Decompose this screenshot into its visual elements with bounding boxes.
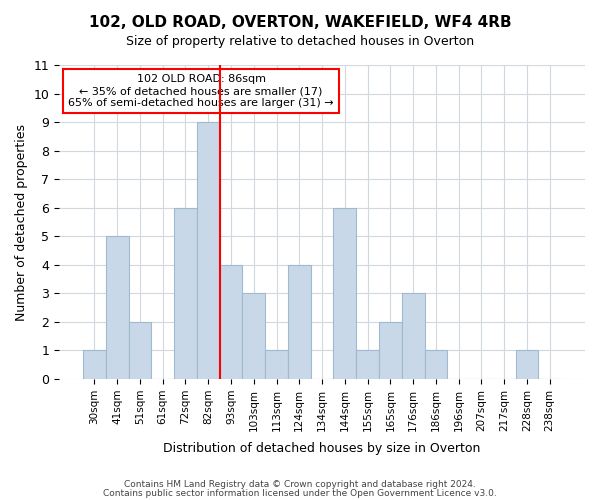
Bar	[242, 294, 265, 379]
Text: Contains HM Land Registry data © Crown copyright and database right 2024.: Contains HM Land Registry data © Crown c…	[124, 480, 476, 489]
Text: 102 OLD ROAD: 86sqm
← 35% of detached houses are smaller (17)
65% of semi-detach: 102 OLD ROAD: 86sqm ← 35% of detached ho…	[68, 74, 334, 108]
Text: 102, OLD ROAD, OVERTON, WAKEFIELD, WF4 4RB: 102, OLD ROAD, OVERTON, WAKEFIELD, WF4 4…	[89, 15, 511, 30]
Bar	[334, 208, 356, 379]
Text: Size of property relative to detached houses in Overton: Size of property relative to detached ho…	[126, 35, 474, 48]
Bar	[515, 350, 538, 379]
Bar	[265, 350, 288, 379]
Bar	[379, 322, 402, 379]
X-axis label: Distribution of detached houses by size in Overton: Distribution of detached houses by size …	[163, 442, 481, 455]
Text: Contains public sector information licensed under the Open Government Licence v3: Contains public sector information licen…	[103, 489, 497, 498]
Bar	[288, 265, 311, 379]
Bar	[128, 322, 151, 379]
Bar	[356, 350, 379, 379]
Bar	[197, 122, 220, 379]
Y-axis label: Number of detached properties: Number of detached properties	[15, 124, 28, 320]
Bar	[425, 350, 447, 379]
Bar	[220, 265, 242, 379]
Bar	[106, 236, 128, 379]
Bar	[402, 294, 425, 379]
Bar	[174, 208, 197, 379]
Bar	[83, 350, 106, 379]
